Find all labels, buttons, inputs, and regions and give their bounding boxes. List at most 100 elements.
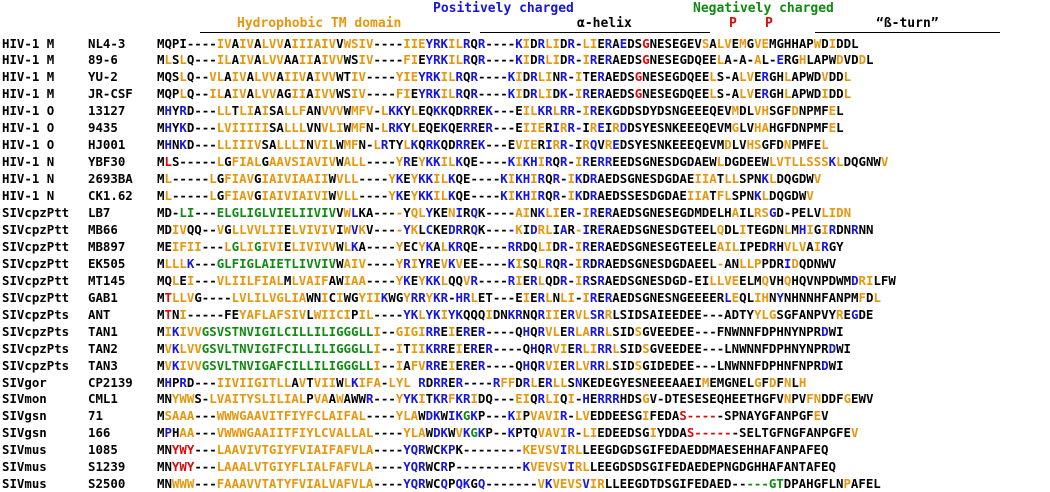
residue-run: I	[336, 221, 344, 237]
group-label: SIVcpzPtt	[2, 255, 70, 271]
residue-run: IL	[440, 154, 456, 170]
residue-run: IIE	[403, 35, 426, 51]
group-label: HIV-1 N	[2, 171, 55, 187]
residue-run: KK	[388, 103, 404, 119]
residue-run: K	[507, 86, 516, 102]
phospho-site-label: P	[729, 16, 737, 31]
residue-run: V	[164, 340, 172, 356]
residue-run: ----	[358, 188, 389, 204]
residue-run: YRK	[425, 52, 449, 68]
residue-run: L	[164, 188, 172, 204]
residue-run: I	[537, 154, 546, 170]
residue-run: TE	[582, 69, 598, 85]
residue-run: A-A-	[724, 52, 755, 68]
residue-run: AW	[328, 272, 344, 288]
strain-label: 13127	[88, 103, 126, 119]
residue-run: LI	[239, 238, 255, 254]
residue-run: K	[500, 188, 508, 204]
residue-run: E	[597, 52, 605, 68]
residue-run: R	[821, 238, 829, 254]
residue-run: Q	[589, 137, 598, 153]
residue-run: H	[164, 137, 172, 153]
sequence: MSAAA---WWWGAAVITFIYFCLAIFAL----YLAWDKWI…	[157, 408, 829, 424]
residue-run: G	[634, 69, 643, 85]
residue-run: LEEGDGDSGIFEDAEDDMAESEHHAFANPAFEQ	[582, 442, 829, 458]
residue-run: D	[836, 52, 844, 68]
residue-run: LI	[582, 425, 598, 441]
residue-run: ----Q	[492, 340, 531, 356]
residue-run: A	[560, 221, 568, 237]
residue-run: QDNWV	[798, 255, 837, 271]
residue-run: N	[171, 137, 180, 153]
strain-label: CML1	[88, 391, 118, 407]
residue-run: M	[157, 103, 165, 119]
residue-run: LEEGDSDSGIFEDAEDEPNGDGHHAFANTAFEQ	[589, 459, 836, 475]
residue-run: NQ	[522, 306, 538, 322]
residue-run: D	[582, 188, 590, 204]
strain-label: TAN1	[88, 323, 118, 339]
positively-charged-label: Positively charged	[433, 1, 574, 16]
residue-run: VII	[313, 374, 337, 390]
residue-run: H	[164, 374, 172, 390]
residue-run: -	[567, 255, 575, 271]
residue-run: E	[597, 35, 605, 51]
residue-run: R	[851, 221, 859, 237]
residue-run: R	[582, 86, 590, 102]
residue-run: LV	[731, 137, 747, 153]
residue-run: AA	[179, 425, 195, 441]
residue-run: GSVLTNVIGAFCILLILIGGGLL	[201, 357, 374, 373]
residue-run: II	[291, 86, 307, 102]
residue-run: D	[828, 340, 837, 356]
residue-run: Q--	[186, 86, 210, 102]
residue-run: M	[157, 255, 165, 271]
residue-run: LIVIVV	[291, 238, 337, 254]
residue-run: EWV	[851, 391, 874, 407]
residue-run: A	[806, 238, 814, 254]
residue-run: IV	[239, 52, 255, 68]
residue-run: RR	[589, 357, 605, 373]
group-label: HIV-1 O	[2, 137, 55, 153]
residue-run: R	[462, 357, 471, 373]
residue-run: GLFIGLAIETLIVVIV	[216, 255, 337, 271]
residue-run: H	[522, 323, 531, 339]
residue-run: R	[537, 171, 546, 187]
residue-run: R	[537, 306, 546, 322]
residue-run: R	[761, 69, 770, 85]
residue-run: R	[522, 374, 531, 390]
residue-run: L	[604, 357, 613, 373]
residue-run: YQR	[403, 476, 426, 492]
residue-run: I	[410, 255, 419, 271]
residue-run: P	[306, 391, 314, 407]
residue-run: R	[582, 154, 590, 170]
residue-run: Q	[545, 171, 553, 187]
residue-run: I	[395, 340, 404, 356]
residue-run: R	[425, 255, 434, 271]
residue-run: ----	[477, 86, 508, 102]
residue-run: R	[455, 86, 463, 102]
residue-run: IVV	[179, 323, 202, 339]
residue-run: Q	[530, 391, 538, 407]
residue-run: R	[589, 52, 598, 68]
residue-run: L	[783, 221, 792, 237]
residue-run: --	[380, 340, 396, 356]
residue-run: ----	[485, 35, 516, 51]
residue-run: L	[418, 221, 426, 237]
residue-run: Y	[403, 120, 411, 136]
residue-run: MQPI----	[157, 35, 217, 51]
residue-run: LVV	[179, 340, 202, 356]
residue-run: I	[806, 221, 814, 237]
residue-run: -SELTGFNGFANPGFE	[731, 425, 851, 441]
residue-run: Q	[530, 357, 538, 373]
residue-run: R	[836, 306, 844, 322]
residue-run: W	[343, 221, 352, 237]
residue-run: K	[448, 188, 456, 204]
residue-run: -	[395, 221, 404, 237]
residue-run: HDS	[619, 391, 643, 407]
residue-run: L	[351, 205, 359, 220]
residue-run: R	[582, 272, 590, 288]
residue-run: LLV	[171, 289, 195, 305]
residue-run: YK	[403, 391, 419, 407]
residue-run: -	[716, 255, 725, 271]
residue-run: Q	[537, 340, 546, 356]
residue-run: IVV	[313, 69, 337, 85]
